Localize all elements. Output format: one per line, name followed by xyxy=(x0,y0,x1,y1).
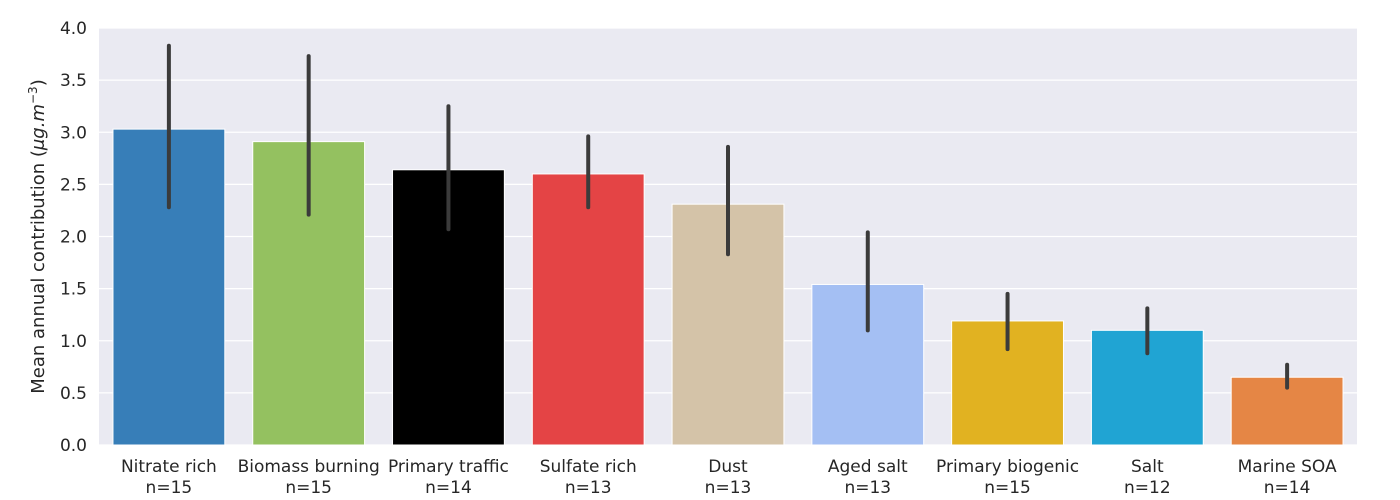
y-tick-label: 2.0 xyxy=(60,228,87,248)
y-tick-label: 1.0 xyxy=(60,332,87,352)
category-label: Nitrate rich xyxy=(121,457,217,477)
sample-count-label: n=15 xyxy=(984,478,1031,498)
category-label: Marine SOA xyxy=(1238,457,1337,477)
y-tick-label: 0.0 xyxy=(60,436,87,456)
y-tick-label: 3.0 xyxy=(60,123,87,143)
y-tick-label: 3.5 xyxy=(60,71,87,91)
y-axis-title: Mean annual contribution (μg.m−3) xyxy=(26,79,49,393)
category-label: Primary traffic xyxy=(388,457,509,477)
y-tick-label: 1.5 xyxy=(60,280,87,300)
sample-count-label: n=13 xyxy=(565,478,612,498)
bar xyxy=(531,173,645,446)
sample-count-label: n=15 xyxy=(285,478,332,498)
y-axis-title-close: ) xyxy=(28,79,49,86)
sample-count-label: n=14 xyxy=(1264,478,1311,498)
category-label: Sulfate rich xyxy=(540,457,637,477)
y-tick-label: 4.0 xyxy=(60,19,87,39)
y-tick-label: 0.5 xyxy=(60,384,87,404)
sample-count-label: n=12 xyxy=(1124,478,1171,498)
y-axis-title-text: Mean annual contribution ( xyxy=(28,150,49,394)
category-label: Primary biogenic xyxy=(936,457,1079,477)
error-bars xyxy=(166,43,1290,390)
category-label: Dust xyxy=(708,457,748,477)
y-axis-title-exponent: −3 xyxy=(26,86,40,104)
sample-count-label: n=13 xyxy=(705,478,752,498)
y-axis-title-unit: μg.m xyxy=(28,104,49,151)
category-label: Salt xyxy=(1131,457,1164,477)
y-tick-label: 2.5 xyxy=(60,175,87,195)
sample-count-label: n=14 xyxy=(425,478,472,498)
y-axis-ticks: 0.0 0.5 1.0 1.5 2.0 2.5 3.0 3.5 4.0 xyxy=(60,19,87,456)
category-label: Biomass burning xyxy=(238,457,380,477)
sample-count-label: n=13 xyxy=(844,478,891,498)
category-label: Aged salt xyxy=(828,457,908,477)
sample-count-label: n=15 xyxy=(146,478,193,498)
